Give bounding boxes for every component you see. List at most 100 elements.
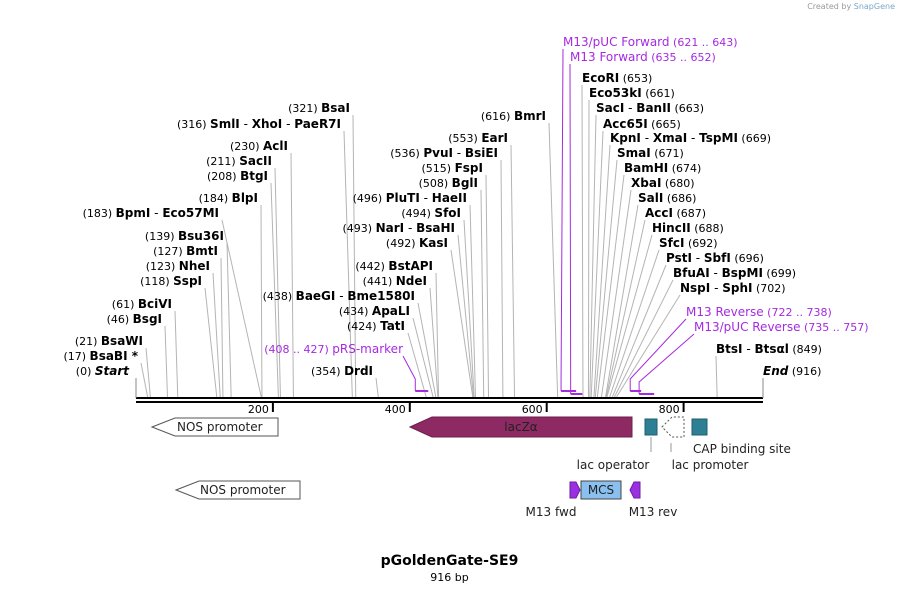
site-leader-line: [548, 122, 559, 398]
site-position: (139): [145, 230, 178, 243]
site-leader-line: [145, 347, 151, 398]
start-name: Start: [95, 364, 130, 378]
site-leader-line: [463, 219, 475, 398]
enzyme-name: SacII: [239, 154, 272, 168]
primer-range: (735 .. 757): [801, 321, 869, 334]
enzyme-name: EcoRI: [582, 71, 619, 85]
enzyme-name: PaeR7I: [294, 117, 341, 131]
site-label: XbaI (680): [631, 176, 694, 190]
primer-range: (408 .. 427): [264, 343, 332, 356]
enzyme-name: BsaI: [321, 101, 350, 115]
primer-leader: [402, 355, 416, 391]
site-separator: -: [641, 131, 653, 145]
site-position: (211): [206, 155, 239, 168]
site-leader-line: [611, 264, 667, 398]
site-label: SmaI (671): [617, 146, 684, 160]
site-label: SacI - BanII (663): [596, 101, 704, 115]
enzyme-name: PvuI: [423, 146, 453, 160]
site-position: (230): [230, 140, 263, 153]
enzyme-name: FspI: [455, 161, 483, 175]
lacz-alpha-arrow: [408, 416, 633, 438]
site-position: (123): [146, 260, 179, 273]
site-label: (316) SmlI - XhoI - PaeR7I: [177, 117, 341, 131]
site-leader-line: [274, 167, 281, 398]
site-label: (493) NarI - BsaHI: [343, 221, 455, 235]
enzyme-name: EarI: [481, 131, 508, 145]
site-separator: -: [240, 117, 252, 131]
lac-operator-box: [644, 418, 658, 436]
enzyme-name: SfoI: [434, 206, 461, 220]
site-position: (316): [177, 118, 210, 131]
ruler-tick-label: 800: [659, 403, 680, 416]
nos-promoter-arrow: [150, 417, 279, 437]
start-position: (0): [76, 365, 95, 378]
site-position: (17): [63, 350, 89, 363]
primer-range: (621 .. 643): [670, 36, 738, 49]
primer-name: M13 Forward: [570, 50, 648, 64]
enzyme-name: BciVI: [138, 297, 172, 311]
site-leader-line: [594, 159, 618, 398]
site-separator: -: [335, 289, 347, 303]
enzyme-name: BmtI: [186, 244, 218, 258]
site-position: (208): [207, 170, 240, 183]
site-label: NspI - SphI (702): [680, 281, 786, 295]
enzyme-name: DrdI: [344, 364, 373, 378]
site-position: (674): [668, 162, 701, 175]
site-leader-line: [221, 219, 262, 398]
site-label: (118) SspI: [140, 274, 202, 288]
site-position: (680): [661, 177, 694, 190]
site-leader-line: [500, 159, 504, 398]
site-label: (208) BtgI: [207, 169, 268, 183]
site-label: (127) BmtI: [153, 244, 218, 258]
enzyme-name: SmlI: [210, 117, 240, 131]
site-label: (61) BciVI: [112, 297, 172, 311]
primer-label: M13 Forward (635 .. 652): [570, 50, 716, 64]
site-label: (553) EarI: [448, 131, 508, 145]
site-separator: -: [624, 101, 636, 115]
site-position: (686): [663, 192, 696, 205]
site-leader-line: [510, 144, 516, 398]
site-label: (616) BmrI: [481, 109, 546, 123]
lac-operator-label: lac operator: [577, 458, 650, 472]
site-position: (434): [339, 305, 372, 318]
site-label: (211) SacII: [206, 154, 272, 168]
site-position: (653): [619, 72, 652, 85]
site-position: (669): [738, 132, 771, 145]
enzyme-name: BanII: [636, 101, 671, 115]
site-position: (688): [691, 222, 724, 235]
m13-fwd-label: M13 fwd: [526, 505, 577, 519]
enzyme-name: TatI: [380, 319, 405, 333]
site-leader-line: [204, 287, 218, 398]
enzyme-name: SbfI: [704, 251, 731, 265]
end-label: End (916): [763, 364, 821, 378]
site-leader-line: [343, 130, 353, 398]
site-leader-line: [589, 114, 597, 398]
site-position: (671): [651, 147, 684, 160]
site-leader-line: [417, 302, 437, 398]
primer-leader: [569, 63, 572, 394]
site-position: (515): [422, 162, 455, 175]
site-leader-line: [164, 325, 168, 398]
ruler-tick-label: 600: [522, 403, 543, 416]
site-leader-line: [485, 174, 490, 398]
enzyme-name: BtgI: [240, 169, 268, 183]
site-label: EcoRI (653): [582, 71, 652, 85]
site-label: (496) PluTI - HaeII: [353, 191, 467, 205]
site-leader-line: [226, 242, 232, 398]
site-label: PstI - SbfI (696): [666, 251, 764, 265]
site-position: (616): [481, 110, 514, 123]
start-label: (0) Start: [76, 364, 130, 378]
site-position: (496): [353, 192, 386, 205]
enzyme-name: SalI: [638, 191, 663, 205]
enzyme-name: BtsI: [716, 342, 743, 356]
enzyme-name: KasI: [419, 236, 448, 250]
primer-leader: [629, 318, 687, 391]
primer-leader: [638, 333, 695, 394]
enzyme-name: XmaI: [653, 131, 687, 145]
site-leader-line: [590, 130, 604, 398]
enzyme-name: Btsαl: [754, 342, 788, 356]
site-leader-line: [220, 257, 224, 398]
enzyme-name: Eco53kI: [589, 86, 642, 100]
site-leader-line: [606, 234, 653, 398]
site-label: BfuAI - BspMI (699): [673, 266, 796, 280]
